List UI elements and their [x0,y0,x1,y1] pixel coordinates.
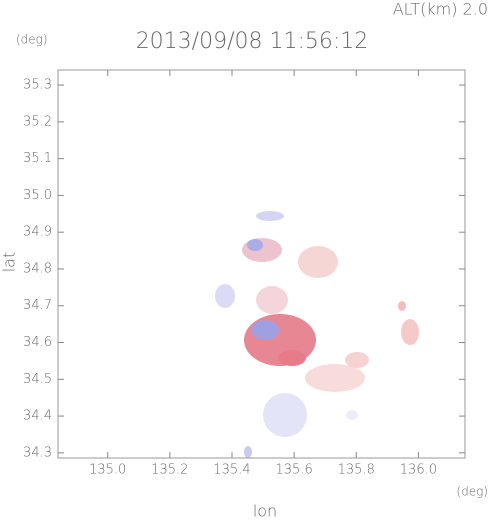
echo [345,352,369,368]
echo [242,238,282,262]
echo [256,211,284,221]
echo [305,364,365,392]
x-tick-label: 135.0 [89,463,126,478]
x-axis-label: lon [253,502,277,521]
x-unit: (deg) [456,485,488,499]
y-tick-label: 35.2 [23,114,52,129]
echo [215,284,235,308]
y-tick-label: 34.7 [23,298,52,313]
y-axis-label: lat [0,252,19,273]
echo [398,301,406,311]
echo [244,446,252,458]
echo [247,239,263,251]
y-tick-label: 35.1 [23,151,52,166]
echo [256,286,288,314]
echo [298,246,338,278]
y-tick-label: 35.3 [23,78,52,93]
x-tick-label: 135.4 [213,463,250,478]
altitude-label: ALT(km) 2.0 [393,0,488,19]
y-tick-label: 34.4 [23,409,52,424]
y-tick-label: 34.3 [23,445,52,460]
echo [278,350,306,366]
echo [251,320,279,340]
y-tick-label: 34.9 [23,225,52,240]
x-tick-label: 136.0 [400,463,437,478]
x-tick-label: 135.8 [338,463,375,478]
x-tick-label: 135.2 [151,463,188,478]
echo [346,410,358,420]
echoes [215,211,419,458]
y-unit: (deg) [16,33,48,47]
echo [401,319,419,345]
y-tick-label: 34.6 [23,335,52,350]
chart-title: 2013/09/08 11:56:12 [136,29,369,54]
x-tick-label: 135.6 [276,463,313,478]
y-tick-label: 34.8 [23,261,52,276]
y-tick-label: 35.0 [23,188,52,203]
echo [263,393,307,437]
plot-frame [57,69,466,459]
y-tick-label: 34.5 [23,372,52,387]
